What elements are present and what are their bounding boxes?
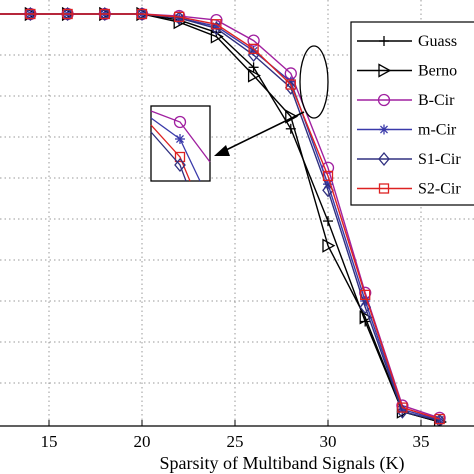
legend: Guass Berno B-Cir m-Cir S1-Cir S2-Cir [350,21,474,206]
data-point-S2-Cir-34 [397,402,408,413]
data-point-S2-Cir-16 [62,8,73,20]
series-line-S2-Cir [0,13,440,420]
x-axis-label: Sparsity of Multiband Signals (K) [160,453,405,474]
legend-item-m-Cir: m-Cir [357,122,457,139]
grid-lines [0,0,474,426]
x-tick-label-4: 35 [413,432,430,451]
series-layer [0,6,447,426]
legend-label-Berno: Berno [418,63,457,80]
data-point-S2-Cir-36 [434,413,445,425]
data-point-S2-Cir-32 [360,289,371,301]
data-point-S1-Cir-18 [98,6,111,22]
data-point-S2-Cir-20 [136,8,148,20]
data-point-S2-Cir-18 [99,8,110,20]
x-tick-label-3: 30 [320,432,337,451]
data-point-Guass-30 [323,216,333,227]
legend-marker-B-Cir [377,93,391,107]
legend-marker-m-Cir [379,124,389,135]
legend-label-m-Cir: m-Cir [418,122,457,139]
zoom-annotation [150,45,329,182]
data-point-S2-Cir-24 [211,19,222,30]
data-point-S1-Cir-28 [284,80,297,95]
zoom-inset-line-3 [150,131,187,182]
zoom-inset-marker-1 [175,134,185,144]
zoom-inset-marker-2 [174,151,186,163]
legend-item-B-Cir: B-Cir [357,92,455,109]
data-point-S1-Cir-14 [24,6,37,22]
legend-item-Guass: Guass [357,33,457,50]
data-point-S2-Cir-26 [248,43,259,54]
legend-label-B-Cir: B-Cir [418,92,455,109]
data-point-Guass-26 [248,62,259,73]
legend-marker-S1-Cir [378,151,390,167]
x-tick-label-1: 20 [134,432,151,451]
legend-label-S1-Cir: S1-Cir [418,151,461,168]
zoom-arrow-line [221,111,305,153]
zoom-inset-line-2 [150,124,191,182]
legend-label-Guass: Guass [418,33,457,50]
x-tick-label-2: 25 [227,432,244,451]
legend-label-S2-Cir: S2-Cir [418,181,461,198]
data-point-Berno-28 [285,109,299,124]
axes [0,420,474,427]
data-point-Berno-30 [322,238,336,253]
zoom-ellipse [299,45,329,119]
zoom-arrow-head [214,145,230,156]
zoom-inset-marker-3 [174,157,186,173]
data-point-S2-Cir-28 [285,79,296,90]
legend-box [350,21,474,206]
data-point-S1-Cir-16 [61,6,74,22]
data-point-S2-Cir-22 [174,11,185,23]
legend-item-S2-Cir: S2-Cir [357,181,461,198]
data-point-S1-Cir-34 [396,404,409,419]
data-point-S2-Cir-30 [322,170,334,182]
legend-marker-Guass [379,36,389,46]
zoom-inset-line-0 [150,110,211,163]
series-S2-Cir [0,8,445,425]
zoom-inset-marker-0 [173,115,187,129]
x-tick-label-0: 15 [41,432,58,451]
data-point-Berno-32 [359,310,373,325]
legend-marker-Berno [378,63,392,78]
data-point-Berno-26 [247,68,261,83]
legend-marker-S2-Cir [378,183,390,194]
x-tick-labels: 15 20 25 30 35 [41,432,430,451]
zoom-inset-content [150,110,211,182]
data-point-S1-Cir-20 [136,6,148,22]
legend-item-Berno: Berno [357,63,457,80]
legend-item-S1-Cir: S1-Cir [357,151,461,168]
data-point-S2-Cir-14 [25,8,36,20]
